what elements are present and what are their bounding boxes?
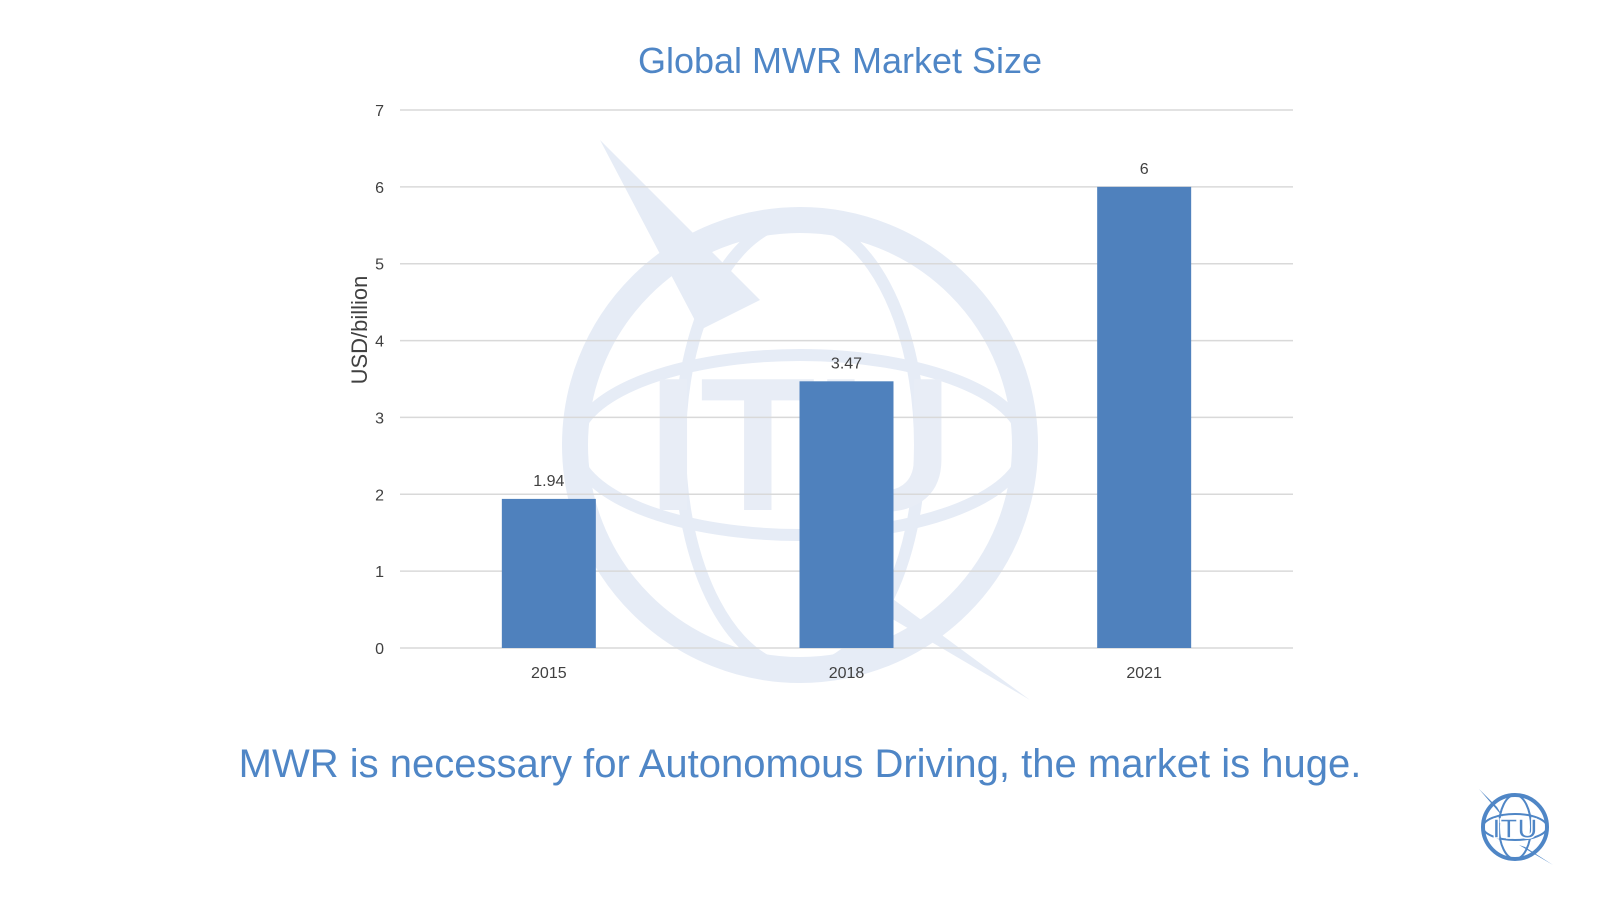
x-tick-label-2015: 2015 xyxy=(531,665,567,682)
chart-title: Global MWR Market Size xyxy=(637,40,1043,81)
data-label-2018: 3.47 xyxy=(831,355,862,372)
bar-2021 xyxy=(1097,186,1192,648)
x-tick-label-2021: 2021 xyxy=(1126,665,1162,682)
itu-logo-icon: ITU xyxy=(1475,787,1555,872)
y-axis-label: USD/billion xyxy=(347,275,372,385)
y-tick-label: 3 xyxy=(375,410,384,427)
slide-caption: MWR is necessary for Autonomous Driving,… xyxy=(238,742,1362,786)
y-tick-label: 1 xyxy=(375,564,384,581)
data-label-2015: 1.94 xyxy=(533,473,564,490)
svg-text:ITU: ITU xyxy=(1492,813,1537,844)
y-tick-label: 0 xyxy=(375,641,384,658)
y-tick-label: 2 xyxy=(375,487,384,504)
x-tick-label-2018: 2018 xyxy=(829,665,865,682)
y-tick-label: 6 xyxy=(375,180,384,197)
data-label-2021: 6 xyxy=(1140,161,1149,178)
bar-2015 xyxy=(501,498,596,648)
y-tick-label: 4 xyxy=(375,334,384,351)
y-tick-label: 5 xyxy=(375,257,384,274)
bar-2018 xyxy=(799,381,894,648)
y-tick-label: 7 xyxy=(375,103,384,120)
